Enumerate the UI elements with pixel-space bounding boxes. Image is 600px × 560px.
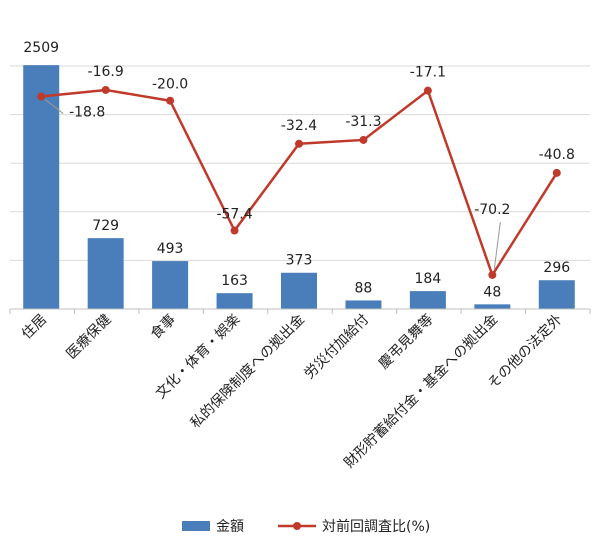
line-label-5: -31.3 bbox=[345, 114, 381, 130]
line-point-5 bbox=[359, 135, 368, 144]
x-tick-label-1: 医療保健 bbox=[63, 311, 115, 363]
legend-line-marker bbox=[293, 522, 301, 530]
bar-2 bbox=[152, 261, 189, 309]
bar-label-4: 373 bbox=[286, 253, 313, 269]
line-point-1 bbox=[101, 85, 110, 94]
leader-line-0 bbox=[44, 99, 64, 114]
line-point-6 bbox=[423, 86, 432, 95]
bar-label-5: 88 bbox=[355, 280, 373, 296]
bar-label-6: 184 bbox=[415, 271, 442, 287]
bar-6 bbox=[409, 291, 446, 309]
bar-label-8: 296 bbox=[543, 260, 570, 276]
line-point-3 bbox=[230, 226, 239, 235]
line-point-0 bbox=[37, 92, 46, 101]
bar-label-1: 729 bbox=[92, 218, 119, 234]
line-label-8: -40.8 bbox=[539, 147, 575, 163]
bar-8 bbox=[538, 280, 575, 309]
gridlines bbox=[10, 65, 590, 261]
legend-bar-swatch bbox=[182, 521, 210, 531]
bar-label-2: 493 bbox=[157, 241, 184, 257]
line-label-7: -70.2 bbox=[474, 202, 510, 218]
legend: 金額 対前回調査比(%) bbox=[182, 518, 430, 535]
legend-bar-label: 金額 bbox=[216, 519, 244, 535]
line-label-2: -20.0 bbox=[152, 77, 188, 93]
bar-1 bbox=[87, 238, 124, 309]
bar-label-7: 48 bbox=[483, 284, 501, 300]
x-tick-label-4: 私的保険制度への拠出金 bbox=[188, 312, 308, 432]
line-point-8 bbox=[552, 168, 561, 177]
line-label-3: -57.4 bbox=[216, 207, 252, 223]
line-label-1: -16.9 bbox=[88, 64, 124, 80]
bar-label-0: 2509 bbox=[23, 40, 59, 56]
x-axis bbox=[9, 308, 591, 314]
bar-5 bbox=[345, 300, 382, 309]
line-label-0: -18.8 bbox=[69, 105, 105, 121]
x-tick-label-2: 食事 bbox=[147, 311, 179, 343]
bar-3 bbox=[216, 293, 253, 309]
leader-line-7 bbox=[493, 221, 501, 270]
bar-7 bbox=[474, 304, 511, 309]
data-labels: 2509 729 493 163 373 88 184 48 296 -18.8 -16.9 -20.… bbox=[23, 40, 574, 300]
bar-label-3: 163 bbox=[221, 273, 248, 289]
legend-line-label: 対前回調査比(%) bbox=[322, 518, 430, 535]
x-tick-label-5: 労災付加給付 bbox=[302, 312, 373, 383]
x-tick-label-0: 住居 bbox=[19, 312, 50, 343]
bar-series bbox=[23, 65, 575, 309]
line-label-6: -17.1 bbox=[410, 65, 446, 81]
x-tick-label-6: 慶弔見舞等 bbox=[375, 311, 437, 373]
bar-4 bbox=[281, 272, 317, 309]
bar-0 bbox=[23, 65, 60, 309]
line-label-4: -32.4 bbox=[281, 118, 317, 134]
line-point-4 bbox=[295, 139, 303, 148]
line-point-2 bbox=[166, 96, 175, 105]
line-point-7 bbox=[488, 270, 497, 279]
line-series bbox=[37, 85, 561, 279]
